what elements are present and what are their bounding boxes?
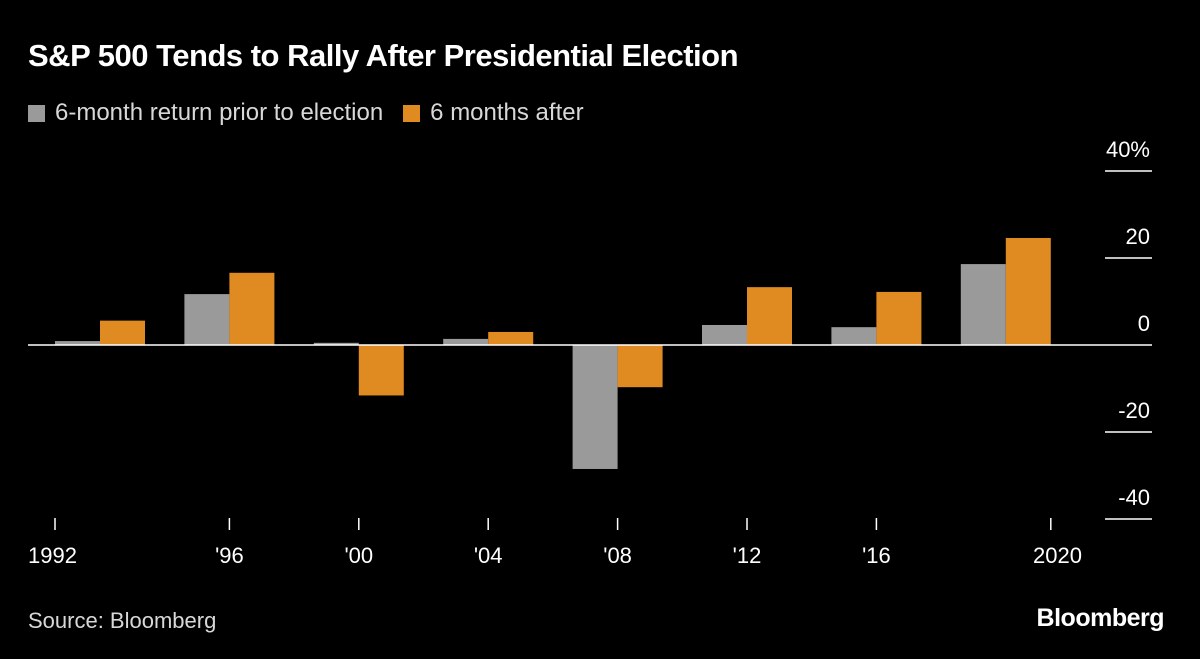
bar-prior [572, 345, 618, 469]
bar-prior [313, 342, 359, 345]
y-tick-label: -40 [1118, 485, 1150, 510]
bar-prior [443, 338, 489, 345]
chart-title: S&P 500 Tends to Rally After Presidentia… [28, 38, 739, 73]
bar-after [617, 345, 663, 388]
bar-after [358, 345, 404, 396]
x-tick-label: 1992 [28, 543, 77, 568]
y-tick-label: 0 [1138, 311, 1150, 336]
x-tick-label: 2020 [1033, 543, 1082, 568]
x-tick-label: '08 [603, 543, 632, 568]
bar-prior [184, 294, 230, 345]
legend: 6-month return prior to election 6 month… [28, 99, 604, 127]
bar-after [100, 320, 145, 345]
legend-label-prior: 6-month return prior to election [55, 99, 384, 126]
x-tick-label: '12 [733, 543, 762, 568]
x-tick-label: '00 [344, 543, 373, 568]
y-tick-label: -20 [1118, 398, 1150, 423]
bar-after [747, 287, 792, 345]
legend-item-after: 6 months after [403, 99, 584, 127]
bar-prior [55, 341, 100, 345]
y-tick-label: 20 [1126, 224, 1150, 249]
x-tick-label: '16 [862, 543, 891, 568]
x-tick-label: '96 [215, 543, 244, 568]
legend-item-prior: 6-month return prior to election [28, 99, 383, 127]
bar-prior [960, 264, 1006, 345]
bar-prior [831, 327, 877, 345]
x-tick-label: '04 [474, 543, 503, 568]
bloomberg-logo: Bloomberg [1036, 604, 1165, 632]
bar-after [1005, 237, 1051, 345]
legend-swatch-after [403, 104, 421, 122]
legend-swatch-prior [28, 104, 45, 122]
bar-after [229, 272, 275, 345]
legend-label-after: 6 months after [430, 99, 584, 126]
bar-after [488, 331, 534, 345]
y-tick-label: 40% [1106, 137, 1150, 162]
source-note: Source: Bloomberg [28, 608, 217, 633]
bar-after [876, 291, 922, 345]
bar-prior [702, 324, 747, 345]
